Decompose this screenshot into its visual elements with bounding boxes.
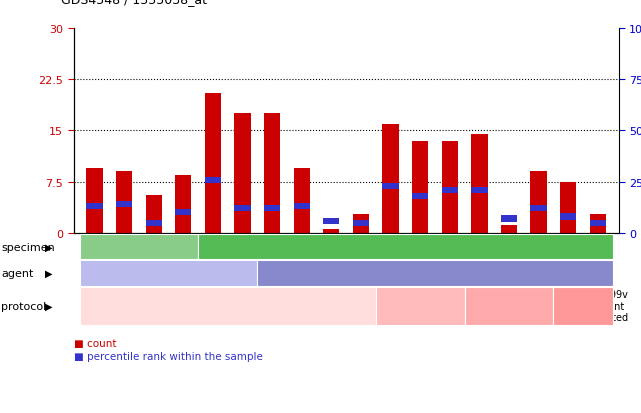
Bar <box>405 233 435 311</box>
Text: L. plantarum 299v
inoculated: L. plantarum 299v inoculated <box>464 295 554 317</box>
Text: protocol: protocol <box>1 301 47 311</box>
Bar <box>146 220 162 226</box>
Text: GDS4548 / 1555038_at: GDS4548 / 1555038_at <box>61 0 207 6</box>
Bar <box>139 233 169 311</box>
Bar <box>501 225 517 233</box>
Text: ■ count: ■ count <box>74 339 116 349</box>
Bar <box>116 202 132 208</box>
Bar <box>590 214 606 233</box>
Bar <box>524 233 553 311</box>
Bar <box>531 172 547 233</box>
Bar <box>412 193 428 199</box>
Bar <box>442 188 458 193</box>
Bar <box>531 206 547 212</box>
Bar <box>412 141 428 233</box>
Text: agent: agent <box>1 268 34 278</box>
Bar <box>79 233 109 311</box>
Text: control: control <box>211 301 245 311</box>
Text: explant: explant <box>387 242 424 252</box>
Bar <box>376 233 405 311</box>
Bar <box>264 206 280 212</box>
Bar <box>435 233 465 311</box>
Text: ▶: ▶ <box>45 268 53 278</box>
Bar <box>353 214 369 233</box>
Bar <box>501 216 517 222</box>
Text: specimen: specimen <box>1 242 55 252</box>
Bar <box>353 220 369 226</box>
Bar <box>287 233 317 311</box>
Bar <box>235 206 251 212</box>
Bar <box>175 176 192 233</box>
Text: untreated: untreated <box>144 268 192 278</box>
Bar <box>383 124 399 233</box>
Text: L. paracasei BL23
inoculated: L. paracasei BL23 inoculated <box>377 295 463 317</box>
Bar <box>323 229 340 233</box>
Bar <box>442 141 458 233</box>
Bar <box>109 233 139 311</box>
Bar <box>294 204 310 210</box>
Bar <box>471 188 488 193</box>
Bar <box>465 233 494 311</box>
Bar <box>553 233 583 311</box>
Bar <box>257 233 287 311</box>
Bar <box>228 233 257 311</box>
Text: PMA/IO: PMA/IO <box>417 268 453 278</box>
Bar <box>198 233 228 311</box>
Bar <box>204 94 221 233</box>
Bar <box>323 218 340 224</box>
Bar <box>317 233 346 311</box>
Bar <box>560 182 576 233</box>
Bar <box>204 177 221 183</box>
Bar <box>583 233 613 311</box>
Text: ▶: ▶ <box>45 242 53 252</box>
Bar <box>235 114 251 233</box>
Text: ■ percentile rank within the sample: ■ percentile rank within the sample <box>74 351 263 361</box>
Bar <box>175 210 192 216</box>
Bar <box>264 114 280 233</box>
Bar <box>169 233 198 311</box>
Bar <box>116 172 132 233</box>
Bar <box>87 169 103 233</box>
Text: directly frozen: directly frozen <box>104 242 174 252</box>
Bar <box>346 233 376 311</box>
Bar <box>471 135 488 233</box>
Bar <box>87 204 103 210</box>
Bar <box>560 214 576 220</box>
Bar <box>494 233 524 311</box>
Text: L. plantarum 299v
(A-) nonadherent
mutant inoculated: L. plantarum 299v (A-) nonadherent mutan… <box>538 290 628 323</box>
Bar <box>590 220 606 226</box>
Bar <box>146 196 162 233</box>
Bar <box>383 183 399 190</box>
Bar <box>294 169 310 233</box>
Text: ▶: ▶ <box>45 301 53 311</box>
